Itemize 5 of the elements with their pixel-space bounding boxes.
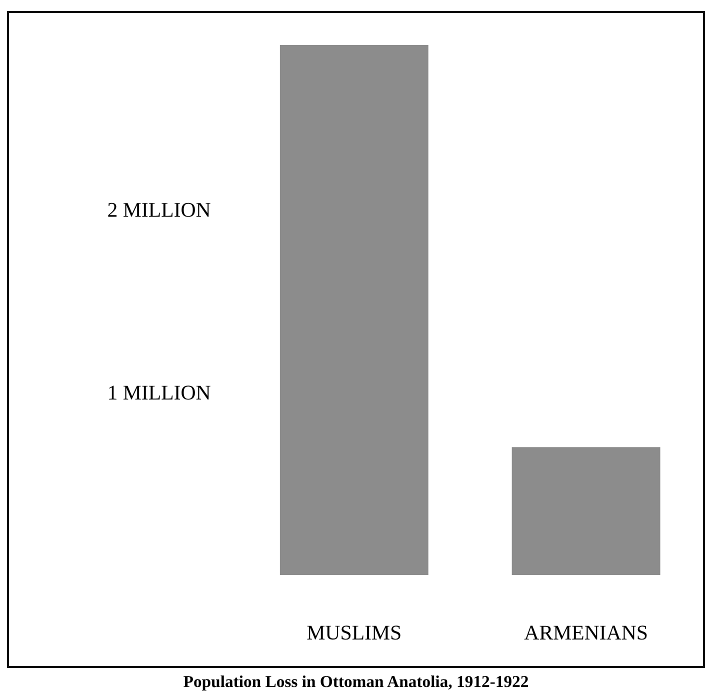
y-tick-label: 1 MILLION [109, 386, 210, 400]
x-tick-label: ARMENIANS [524, 626, 647, 640]
text: Population Loss in Ottoman Anatolia, 1912-1922 [184, 675, 528, 691]
y-tick-label: 2 MILLION [108, 202, 210, 217]
x-tick-label: MUSLIMS [307, 626, 400, 640]
